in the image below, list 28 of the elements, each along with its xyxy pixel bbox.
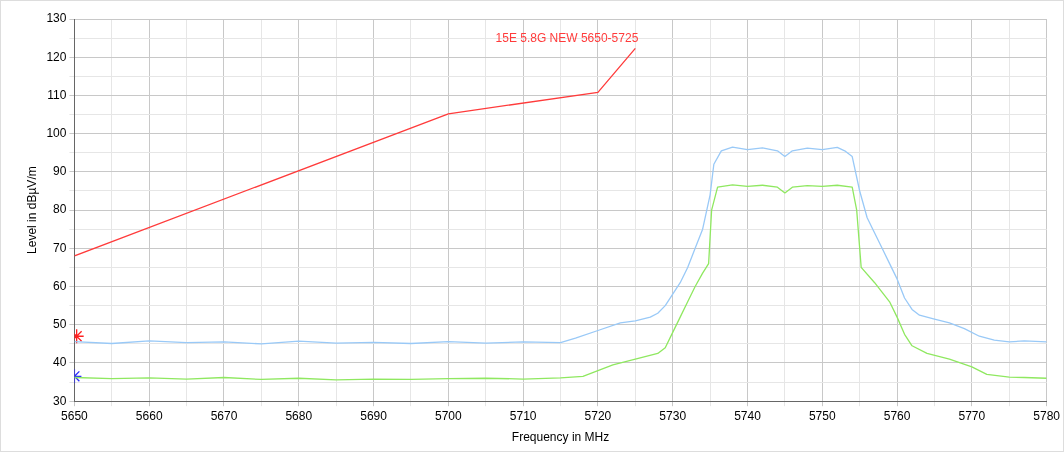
y-tick-label: 90 xyxy=(53,164,67,179)
y-tick-label: 130 xyxy=(46,11,67,26)
y-tick-label: 110 xyxy=(47,87,67,102)
x-tick-label: 5720 xyxy=(584,408,612,423)
x-tick-label: 5690 xyxy=(360,408,388,423)
y-tick-label: 80 xyxy=(53,202,67,217)
x-tick-label: 5700 xyxy=(435,408,463,423)
x-tick-label: 5730 xyxy=(659,408,687,423)
x-tick-label: 5670 xyxy=(210,408,238,423)
y-tick-label: 50 xyxy=(53,317,67,332)
series-label: 15E 5.8G NEW 5650-5725 xyxy=(495,30,639,45)
y-tick-label: 70 xyxy=(53,240,67,255)
x-tick-label: 5760 xyxy=(883,408,911,423)
x-tick-label: 5660 xyxy=(135,408,163,423)
x-axis-title: Frequency in MHz xyxy=(511,430,610,445)
x-tick-label: 5710 xyxy=(509,408,537,423)
x-tick-label: 5770 xyxy=(958,408,986,423)
y-tick-label: 120 xyxy=(46,49,67,64)
y-tick-label: 100 xyxy=(46,125,67,140)
y-axis-title: Level in dBµV/m xyxy=(24,166,39,254)
x-tick-label: 5750 xyxy=(808,408,836,423)
x-tick-label: 5650 xyxy=(61,408,89,423)
y-tick-label: 40 xyxy=(53,355,67,370)
y-tick-label: 30 xyxy=(53,393,67,408)
y-tick-label: 60 xyxy=(53,278,67,293)
x-tick-label: 5780 xyxy=(1033,408,1061,423)
x-tick-label: 5680 xyxy=(285,408,313,423)
x-tick-label: 5740 xyxy=(734,408,762,423)
